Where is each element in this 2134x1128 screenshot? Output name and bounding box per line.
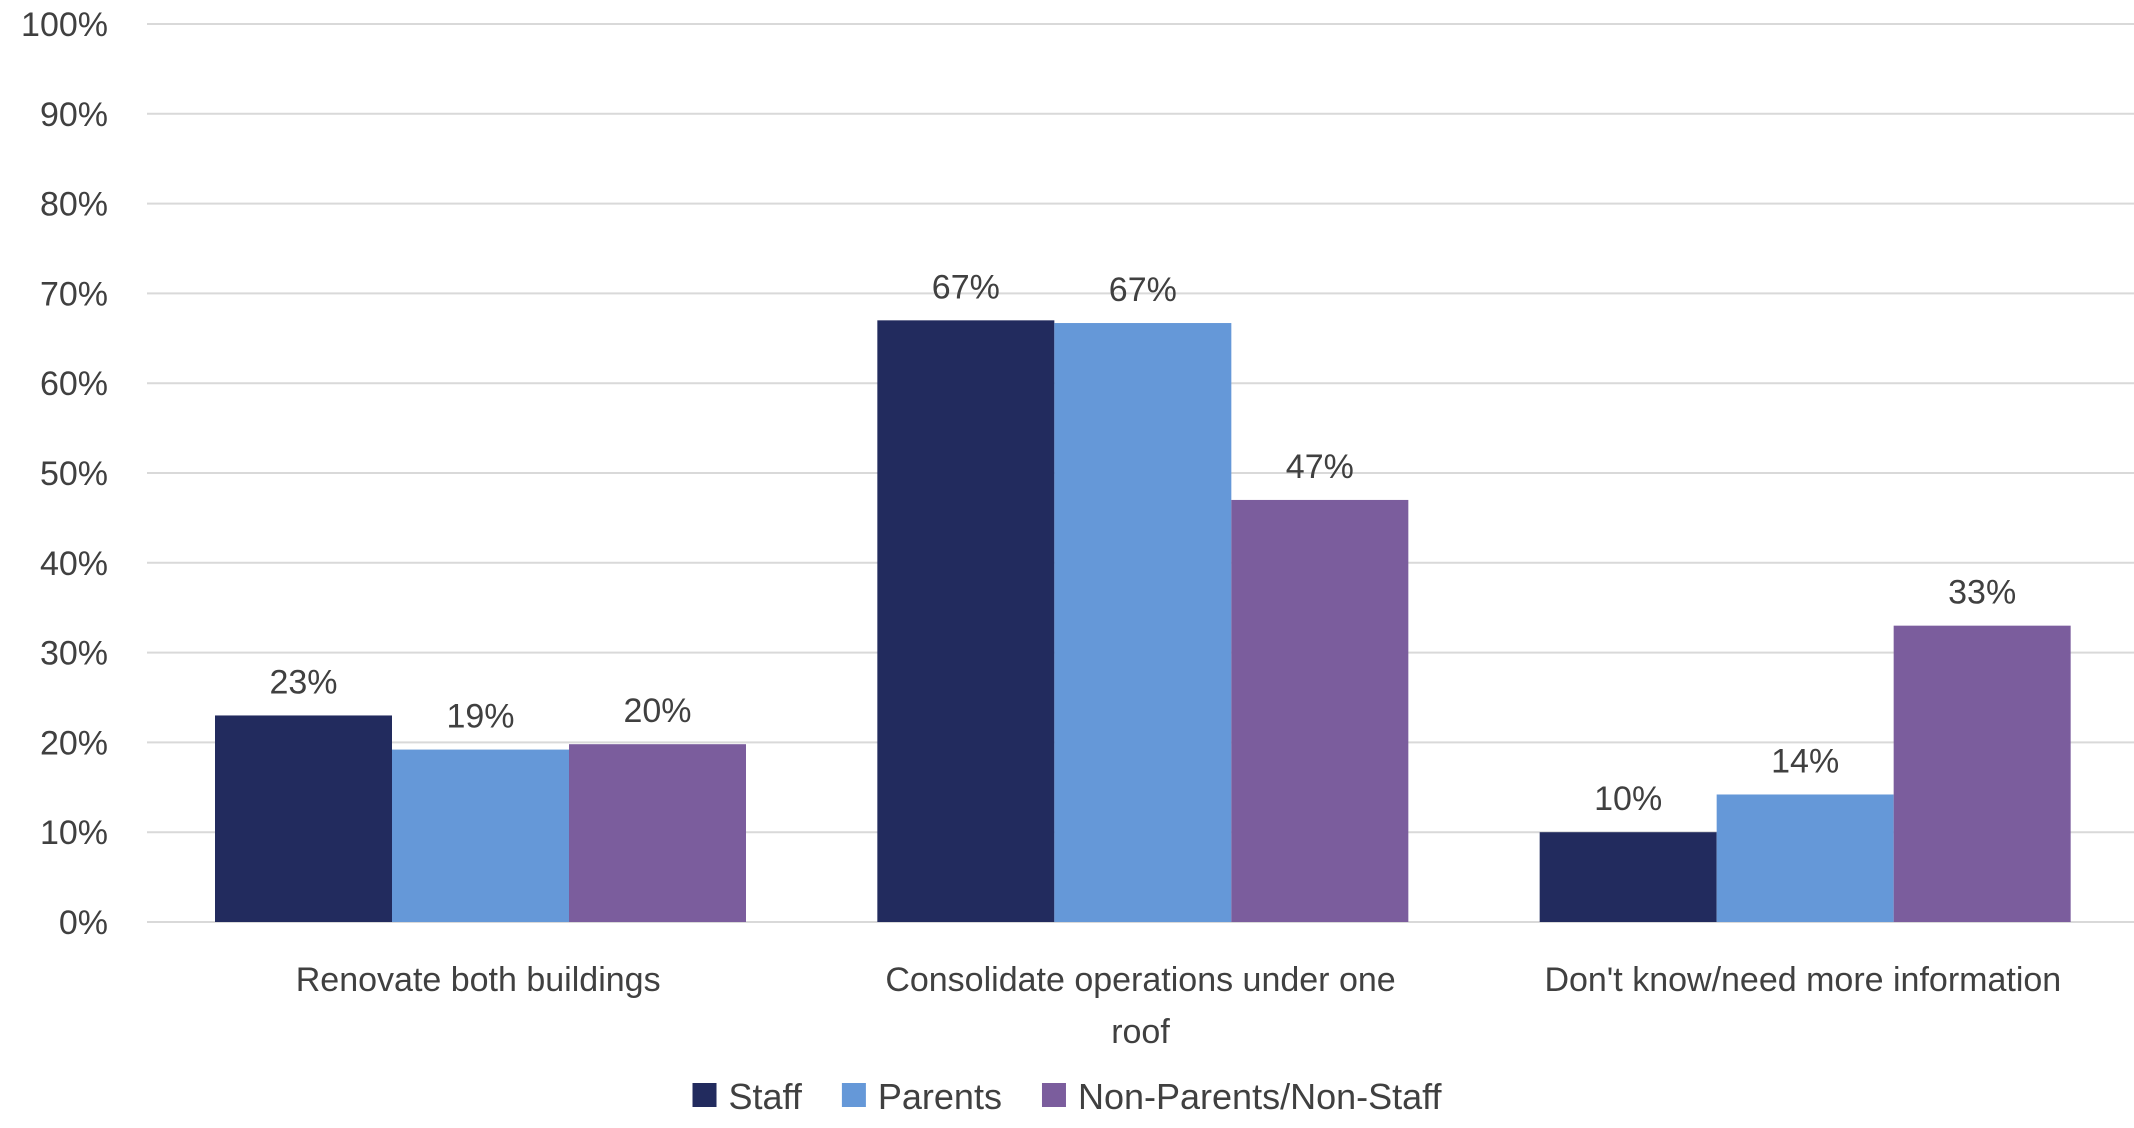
y-tick-label: 0%	[59, 904, 108, 942]
legend-swatch-non-parents-non-staff	[1041, 1083, 1066, 1107]
y-tick-label: 90%	[40, 96, 108, 134]
y-tick-label: 50%	[40, 455, 108, 493]
bar-parents-0	[392, 749, 569, 922]
bar-non-parents-non-staff-2	[1893, 625, 2071, 922]
bar-non-parents-non-staff-0	[569, 744, 746, 922]
y-tick-label: 40%	[40, 545, 108, 583]
bar-staff-0	[215, 715, 392, 922]
data-label: 20%	[623, 692, 691, 730]
y-tick-label: 100%	[21, 6, 108, 44]
data-label: 19%	[446, 698, 514, 736]
bar-staff-2	[1539, 832, 1717, 922]
bar-staff-1	[877, 320, 1055, 923]
legend: Staff Parents Non-Parents/Non-Staff	[692, 1076, 1443, 1117]
data-label: 47%	[1286, 448, 1354, 486]
y-tick-label: 10%	[40, 814, 108, 852]
y-tick-label: 20%	[40, 724, 108, 762]
y-tick-label: 80%	[40, 186, 108, 224]
y-tick-label: 30%	[40, 635, 108, 673]
bar-parents-2	[1716, 794, 1894, 922]
x-axis-category-labels: Renovate both buildings Consolidate opera…	[296, 961, 2061, 1051]
data-label: 67%	[1109, 271, 1177, 309]
data-label: 67%	[932, 268, 1000, 306]
legend-label-staff: Staff	[729, 1076, 803, 1117]
legend-label-parents: Parents	[878, 1076, 1002, 1117]
data-label: 23%	[269, 663, 337, 701]
data-label: 10%	[1594, 780, 1662, 818]
data-label: 33%	[1948, 574, 2016, 612]
x-category-label: roof	[1111, 1013, 1170, 1051]
data-labels: 23% 19% 20% 67% 67% 47% 10% 14% 33%	[269, 268, 2016, 818]
bars	[215, 320, 2071, 923]
bar-non-parents-non-staff-1	[1231, 499, 1409, 922]
x-category-label: Renovate both buildings	[296, 961, 661, 999]
data-label: 14%	[1771, 742, 1839, 780]
bar-parents-1	[1054, 323, 1232, 922]
y-axis-tick-labels: 0% 10% 20% 30% 40% 50% 60% 70% 80% 90% 100%	[21, 6, 108, 942]
y-tick-label: 70%	[40, 275, 108, 313]
x-category-label: Don't know/need more information	[1544, 961, 2061, 999]
y-tick-label: 60%	[40, 365, 108, 403]
legend-swatch-staff	[692, 1083, 717, 1107]
legend-swatch-parents	[841, 1083, 866, 1107]
x-category-label: Consolidate operations under one	[885, 961, 1395, 999]
legend-label-non-parents-non-staff: Non-Parents/Non-Staff	[1078, 1076, 1443, 1117]
